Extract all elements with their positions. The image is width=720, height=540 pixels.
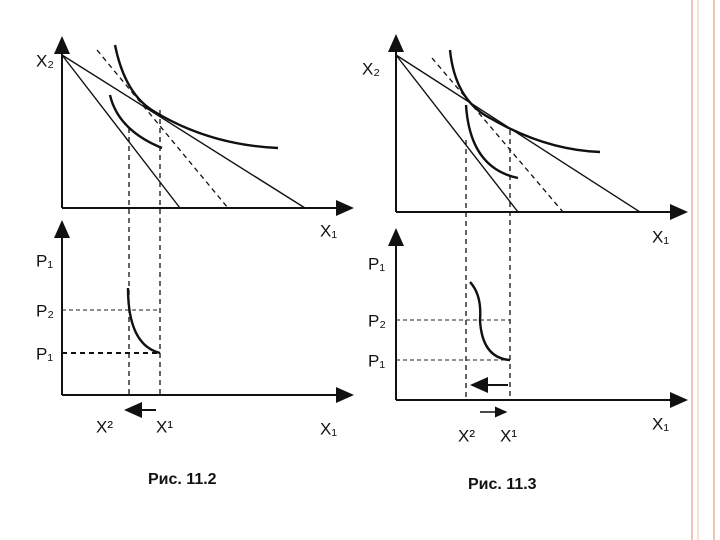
caption: Рис. 11.3 — [468, 476, 537, 493]
figure-1: X₂ X₁ P₁ P₂ P₁ X² X¹ X₁ Рис. 11.2 — [36, 36, 354, 488]
figure-2: X₂ X₁ P₁ P₂ P₁ X² X¹ X₁ Рис. 11.3 — [362, 34, 688, 493]
p1-label: P₁ — [368, 351, 385, 370]
y-axis-label: P₁ — [36, 251, 53, 270]
y-axis-label: P₁ — [368, 254, 385, 273]
p2-label: P₂ — [368, 311, 386, 330]
x1-label: X¹ — [500, 426, 517, 445]
x-axis-label: X₁ — [652, 227, 669, 246]
x-axis-label: X₁ — [320, 419, 337, 438]
x2-label: X² — [96, 417, 113, 436]
y-axis-label: X₂ — [36, 51, 54, 70]
caption: Рис. 11.2 — [148, 471, 217, 488]
x1-label: X¹ — [156, 417, 173, 436]
border-decoration — [691, 0, 715, 540]
x-axis-label: X₁ — [320, 221, 337, 240]
x2-label: X² — [458, 426, 475, 445]
p1-label: P₁ — [36, 344, 53, 363]
p2-label: P₂ — [36, 301, 54, 320]
x-axis-label: X₁ — [652, 414, 669, 433]
y-axis-label: X₂ — [362, 59, 380, 78]
